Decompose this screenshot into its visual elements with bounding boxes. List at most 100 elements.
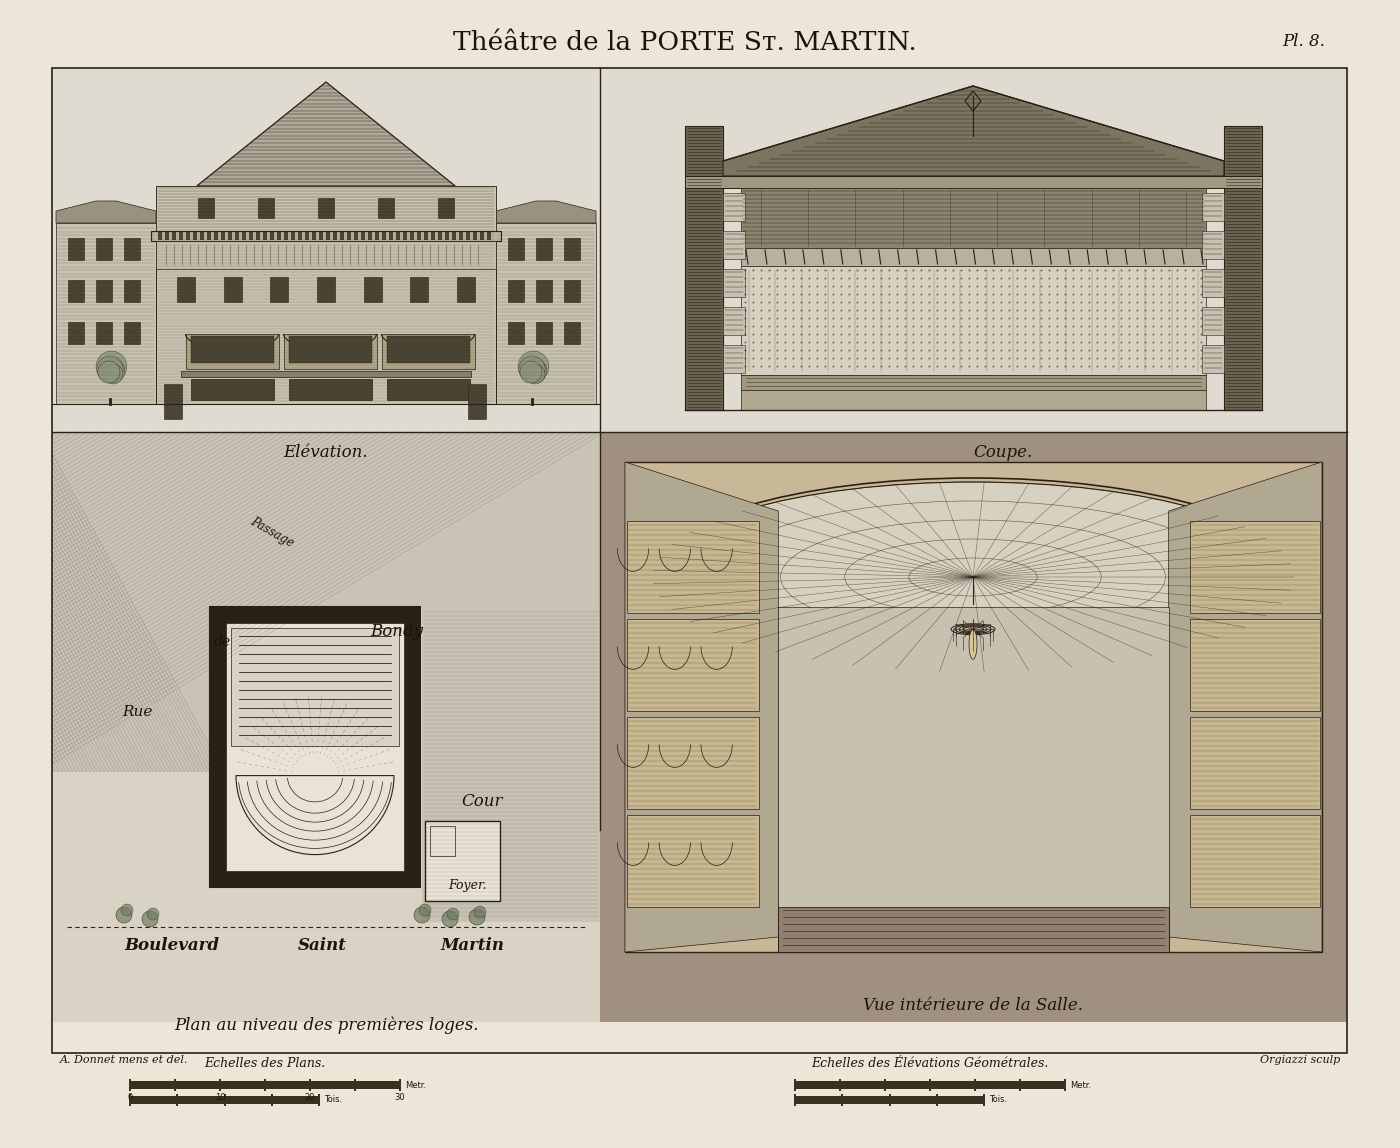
Bar xyxy=(158,232,162,240)
Bar xyxy=(459,232,463,240)
Bar xyxy=(508,238,524,259)
Polygon shape xyxy=(421,607,601,922)
Bar xyxy=(69,280,84,302)
Bar xyxy=(389,232,393,240)
Bar xyxy=(627,815,759,907)
Bar xyxy=(207,232,211,240)
Text: Passage: Passage xyxy=(248,514,295,550)
Text: Boulevard: Boulevard xyxy=(125,937,220,954)
Bar xyxy=(468,383,486,419)
Bar xyxy=(1019,1079,1021,1091)
Circle shape xyxy=(442,912,458,926)
Bar xyxy=(69,321,84,344)
Text: Echelles des Plans.: Echelles des Plans. xyxy=(204,1057,326,1070)
Bar xyxy=(186,232,190,240)
Bar xyxy=(284,232,288,240)
Text: Metr.: Metr. xyxy=(405,1080,426,1089)
Bar xyxy=(218,1079,221,1091)
Bar xyxy=(410,277,428,302)
Bar xyxy=(176,277,195,302)
Bar xyxy=(564,280,580,302)
Bar xyxy=(508,280,524,302)
Bar xyxy=(347,232,351,240)
Circle shape xyxy=(522,359,547,383)
Bar xyxy=(536,280,552,302)
Bar xyxy=(125,321,140,344)
Bar xyxy=(288,336,372,363)
Bar xyxy=(258,197,274,218)
Bar xyxy=(1203,231,1224,259)
Bar xyxy=(883,1079,886,1091)
Bar xyxy=(155,186,496,231)
Bar xyxy=(1190,521,1320,613)
Bar xyxy=(496,223,596,404)
Text: Elévation.: Elévation. xyxy=(284,444,368,461)
Text: Cour: Cour xyxy=(461,793,503,810)
Bar xyxy=(741,375,1205,390)
Bar xyxy=(983,1094,986,1106)
Bar xyxy=(452,232,456,240)
Bar xyxy=(200,232,204,240)
Text: Metr.: Metr. xyxy=(1070,1080,1091,1089)
Bar xyxy=(438,197,454,218)
Ellipse shape xyxy=(652,482,1294,672)
Bar xyxy=(326,232,330,240)
Bar xyxy=(214,232,218,240)
Bar xyxy=(312,232,316,240)
Bar xyxy=(151,231,501,241)
Bar xyxy=(56,223,155,404)
Bar xyxy=(242,232,246,240)
Bar xyxy=(193,232,197,240)
Circle shape xyxy=(101,359,125,383)
Bar xyxy=(309,1079,311,1091)
Bar xyxy=(375,232,379,240)
Bar xyxy=(722,269,745,297)
Bar xyxy=(399,1079,400,1091)
Bar xyxy=(508,321,524,344)
Bar xyxy=(298,232,302,240)
Bar xyxy=(685,176,1261,188)
Text: Echelles des Élévations Géométrales.: Echelles des Élévations Géométrales. xyxy=(812,1057,1049,1070)
Bar xyxy=(155,186,496,404)
Bar xyxy=(172,232,176,240)
Polygon shape xyxy=(624,461,778,952)
Text: Foyer.: Foyer. xyxy=(448,879,486,892)
Bar xyxy=(125,280,140,302)
Bar xyxy=(333,232,337,240)
Bar xyxy=(97,238,112,259)
Circle shape xyxy=(147,908,160,920)
Bar xyxy=(1203,193,1224,222)
Circle shape xyxy=(519,356,545,382)
Bar xyxy=(741,266,1205,375)
Bar xyxy=(125,238,140,259)
Circle shape xyxy=(98,362,120,383)
Bar xyxy=(473,232,477,240)
Text: Orgiazzi sculp: Orgiazzi sculp xyxy=(1260,1055,1340,1065)
Wedge shape xyxy=(237,776,393,854)
Bar xyxy=(536,321,552,344)
Text: Plan au niveau des premières loges.: Plan au niveau des premières loges. xyxy=(174,1017,479,1034)
Bar xyxy=(382,232,386,240)
Bar xyxy=(722,307,745,335)
Bar xyxy=(130,1081,400,1089)
Bar xyxy=(627,716,759,809)
Bar xyxy=(935,1094,938,1106)
Bar xyxy=(841,1094,843,1106)
Circle shape xyxy=(120,903,133,916)
Polygon shape xyxy=(197,82,455,186)
Bar xyxy=(1203,346,1224,373)
Text: Martin: Martin xyxy=(440,937,504,954)
Bar xyxy=(445,232,449,240)
Bar xyxy=(403,232,407,240)
Text: 0: 0 xyxy=(127,1093,133,1102)
Circle shape xyxy=(469,909,484,925)
Bar xyxy=(722,193,745,222)
Circle shape xyxy=(419,903,431,916)
Bar xyxy=(386,379,470,400)
Bar xyxy=(624,461,1322,952)
Bar xyxy=(179,232,183,240)
Bar xyxy=(382,334,475,369)
Bar xyxy=(319,232,323,240)
Text: Bondy: Bondy xyxy=(371,623,423,641)
Bar xyxy=(231,628,399,745)
